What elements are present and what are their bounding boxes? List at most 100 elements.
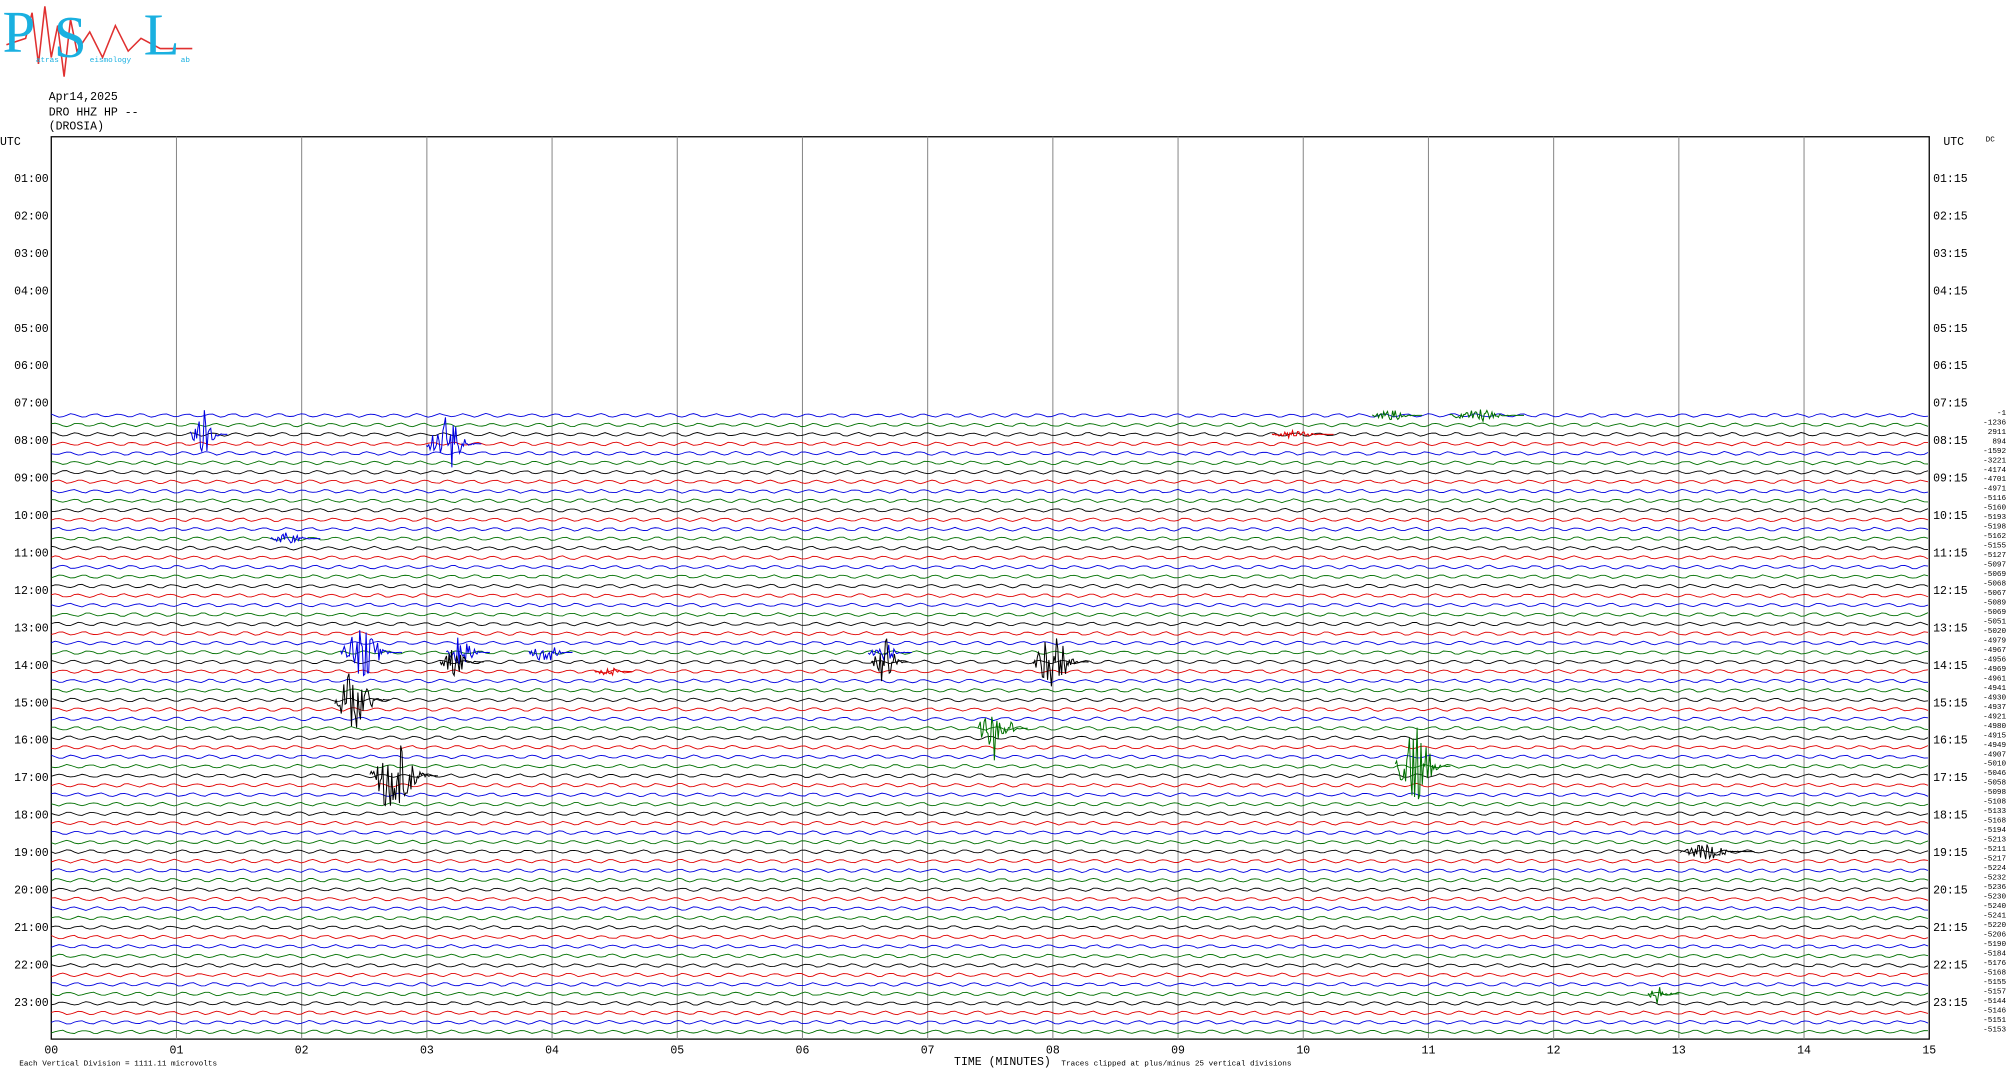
plot-frame <box>50 136 1930 1040</box>
event <box>339 630 403 677</box>
time-right: 11:15 <box>1933 547 1968 560</box>
dc-offset: -4967 <box>1983 647 2006 655</box>
time-left: 21:00 <box>14 922 49 935</box>
dc-offset: -5193 <box>1983 514 2006 522</box>
trace <box>51 536 1929 541</box>
x-title: TIME (MINUTES) <box>954 1056 1051 1069</box>
trace <box>51 707 1929 712</box>
time-right: 19:15 <box>1933 847 1968 860</box>
dc-offset: -4979 <box>1983 637 2006 645</box>
trace <box>51 697 1929 703</box>
time-left: 16:00 <box>14 735 49 748</box>
trace <box>51 593 1929 598</box>
dc-offset: -5089 <box>1983 600 2006 608</box>
dc-offset: -5211 <box>1983 846 2006 854</box>
time-right: 18:15 <box>1933 810 1968 823</box>
time-left: 15:00 <box>14 697 49 710</box>
clip-note: Traces clipped at plus/minus 25 vertical… <box>1061 1060 1291 1068</box>
event <box>1271 428 1334 440</box>
dc-offset: -4937 <box>1983 704 2006 712</box>
trace <box>51 944 1929 949</box>
time-left: 09:00 <box>14 473 49 486</box>
dc-offset: -5236 <box>1983 884 2006 892</box>
event <box>1679 844 1755 860</box>
trace <box>51 735 1929 741</box>
utc-right: UTC <box>1943 136 1964 149</box>
time-right: 03:15 <box>1933 248 1968 261</box>
x-tick-label: 05 <box>670 1045 684 1058</box>
dc-offset: -5155 <box>1983 979 2006 987</box>
logo-word: atras <box>36 57 59 65</box>
dc-offset: -5069 <box>1983 609 2006 617</box>
trace <box>51 441 1928 447</box>
trace <box>51 754 1928 760</box>
dc-offset: -5206 <box>1983 931 2006 939</box>
time-right: 14:15 <box>1933 660 1968 673</box>
time-left: 06:00 <box>14 360 49 373</box>
trace <box>51 972 1928 978</box>
trace <box>51 991 1929 997</box>
dc-offset: -5144 <box>1983 998 2006 1006</box>
time-left: 18:00 <box>14 810 49 823</box>
time-right: 13:15 <box>1933 622 1968 635</box>
dc-offset: -5153 <box>1983 1026 2006 1034</box>
time-left: 02:00 <box>14 210 49 223</box>
x-tick-label: 03 <box>420 1045 434 1058</box>
x-tick-label: 11 <box>1422 1045 1436 1058</box>
event <box>1371 409 1423 421</box>
event <box>439 650 484 678</box>
event <box>1394 727 1451 800</box>
trace <box>51 849 1929 854</box>
dc-offset: -5151 <box>1983 1017 2006 1025</box>
x-tick-label: 01 <box>170 1045 184 1058</box>
trace <box>51 479 1929 485</box>
dc-offset: -4921 <box>1983 713 2006 721</box>
trace <box>51 631 1929 636</box>
trace <box>51 545 1928 551</box>
dc-offset: -5058 <box>1983 780 2006 788</box>
trace <box>51 858 1929 864</box>
time-right: 15:15 <box>1933 697 1968 710</box>
dc-offset: -4949 <box>1983 742 2006 750</box>
trace <box>51 526 1929 532</box>
trace <box>51 517 1929 523</box>
dc-offset: -5133 <box>1983 808 2006 816</box>
trace <box>51 982 1929 987</box>
x-tick-label: 14 <box>1797 1045 1811 1058</box>
logo-squiggle <box>6 6 193 77</box>
time-right: 23:15 <box>1933 997 1968 1010</box>
dc-offset: -5097 <box>1983 562 2006 570</box>
dc-offset: -4907 <box>1983 751 2006 759</box>
event <box>189 410 228 454</box>
event <box>369 745 438 807</box>
dc-offset: -5232 <box>1983 875 2006 883</box>
trace <box>51 678 1928 684</box>
trace <box>51 555 1929 561</box>
dc-offset: -5168 <box>1983 818 2006 826</box>
trace <box>51 669 1929 674</box>
dc-offset: -5010 <box>1983 761 2006 769</box>
trace <box>51 583 1929 589</box>
x-tick-label: 00 <box>44 1045 58 1058</box>
trace <box>51 659 1928 665</box>
time-right: 05:15 <box>1933 323 1968 336</box>
dc-offset: -4961 <box>1983 675 2006 683</box>
trace <box>51 688 1929 693</box>
trace <box>51 887 1928 892</box>
logo-letter: L <box>144 2 180 67</box>
trace <box>51 432 1929 437</box>
dc-offset: -5194 <box>1983 827 2006 835</box>
time-right: 16:15 <box>1933 735 1968 748</box>
dc-offset: -5176 <box>1983 960 2006 968</box>
dc-offset: -4980 <box>1983 723 2006 731</box>
logo: P S L atras eismology ab <box>3 0 193 77</box>
logo-word: eismology <box>90 57 132 65</box>
trace <box>51 792 1929 798</box>
event <box>1449 409 1525 424</box>
dc-offset: -4956 <box>1983 656 2006 664</box>
time-left: 14:00 <box>14 660 49 673</box>
event <box>867 644 912 662</box>
dc-offset: -4930 <box>1983 694 2006 702</box>
trace <box>51 650 1929 655</box>
dc-offset: -4941 <box>1983 685 2006 693</box>
